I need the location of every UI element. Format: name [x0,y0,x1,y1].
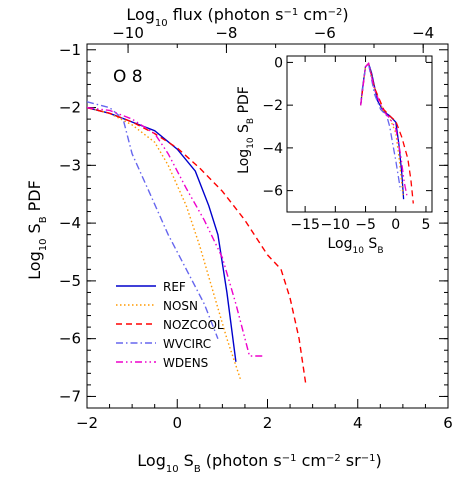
inset-y-tick-label: −6 [262,184,283,200]
inset-plot-frame [286,55,433,213]
panel-annotation: O 8 [113,67,143,87]
y-axis-label-part: S [25,223,44,238]
y-axis-label-part: PDF [25,180,44,216]
inset-x-axis-label-part: Log [328,236,353,252]
x-axis-label-part: B [194,464,201,475]
x-axis-label-part: −1 [361,453,376,464]
x-axis-label-part: Log [137,451,166,470]
y-axis-label-part: 10 [38,239,49,252]
x-axis-label: Log10 SB (photon s−1 cm−2 sr−1) [137,451,381,474]
inset-y-axis-label: Log10 SB PDF [236,86,256,174]
x-axis-label-part: ) [375,451,381,470]
y-tick-label: −7 [59,387,81,405]
top-axis-label: Log10 flux (photon s−1 cm−2) [126,5,348,29]
inset-x-axis-label-part: S [364,236,377,252]
y-axis-label-part: B [38,216,49,223]
top-axis-label-part: Log [126,5,155,24]
inset-series-line-wvcirc [360,63,402,191]
y-tick-label: −3 [59,156,81,174]
top-tick-label: −4 [412,24,434,42]
legend-label-wvcirc: WVCIRC [163,337,211,351]
inset-x-tick-label: −5 [355,217,376,233]
x-axis-label-part: S [179,451,194,470]
x-tick-label: −2 [76,414,98,432]
legend-label-ref: REF [163,280,186,294]
main-series-group [87,101,307,386]
x-axis-label-part: −1 [282,453,297,464]
inset-x-tick-label: 0 [391,217,400,233]
inset-x-tick-label: −15 [290,217,320,233]
series-line-nozcool [87,106,307,386]
x-tick-label: 0 [172,414,182,432]
top-axis-label-part: cm [298,5,327,24]
y-tick-label: −5 [59,272,81,290]
inset-y-axis-label-part: S [236,124,252,137]
x-axis-label-part: (photon s [201,451,282,470]
inset-y-tick-label: −4 [262,141,283,157]
y-tick-label: −4 [59,214,81,232]
x-tick-label: 6 [443,414,453,432]
inset-y-tick-label: −2 [262,98,283,114]
inset-y-axis-label-part: Log [236,149,252,174]
legend-label-nozcool: NOZCOOL [163,318,224,332]
series-line-wdens [87,106,263,357]
inset-x-tick-label: −10 [321,217,351,233]
inset-y-tick-label: 0 [274,55,283,71]
x-tick-label: 4 [353,414,363,432]
top-axis-label-part: −2 [328,7,343,18]
y-axis-label: Log10 SB PDF [25,180,49,280]
x-tick-label: 2 [263,414,273,432]
x-axis-label-part: cm [297,451,326,470]
y-tick-label: −6 [59,330,81,348]
inset-y-axis-label-part: B [246,118,256,124]
legend-label-wdens: WDENS [163,356,208,370]
legend: REF NOSN NOZCOOL WVCIRC WDENS [116,280,224,370]
inset-x-tick-label: 5 [421,217,430,233]
legend-label-nosn: NOSN [163,299,198,313]
top-axis-label-part: flux (photon s [168,5,284,24]
x-axis-label-part: 10 [166,464,179,475]
inset-x-axis-label-part: 10 [353,246,365,256]
top-axis-label-part: ) [342,5,348,24]
inset-y-axis-label-part: 10 [246,137,256,149]
x-axis-label-part: −2 [326,453,341,464]
inset-series-group [360,62,414,204]
top-axis-label-part: 10 [155,18,168,29]
x-axis-label-part: sr [341,451,361,470]
y-tick-label: −1 [59,41,81,59]
y-tick-label: −2 [59,99,81,117]
top-axis-label-part: −1 [283,7,298,18]
top-tick-label: −8 [215,24,237,42]
series-line-wvcirc [87,101,219,339]
y-axis-label-part: Log [25,251,44,280]
top-tick-label: −6 [314,24,336,42]
inset-x-axis-label-part: B [377,246,383,256]
inset-x-axis-label: Log10 SB [328,236,384,256]
inset-series-line-wdens [360,62,408,198]
inset-y-axis-label-part: PDF [236,86,252,118]
top-tick-label: −10 [112,24,144,42]
